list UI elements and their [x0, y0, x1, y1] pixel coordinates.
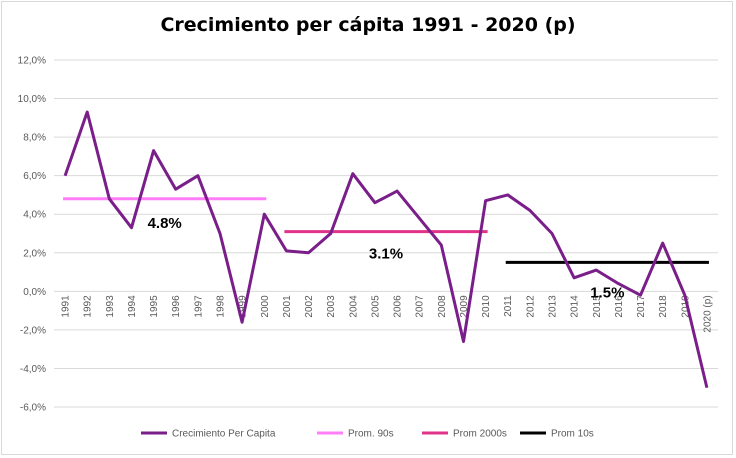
x-axis-ticks: 1991 1992 1993 1994 1995 1996 1997 1998 1999 2000… [61, 295, 714, 333]
y-tick-label: 4,0% [23, 210, 46, 221]
x-tick-label: 2013 [548, 295, 559, 318]
x-tick-label: 1999 [238, 295, 249, 318]
x-tick-label: 1997 [193, 295, 204, 318]
x-tick-label: 2008 [437, 295, 448, 318]
legend-label: Prom 10s [551, 429, 594, 440]
y-tick-label: 10,0% [18, 94, 46, 105]
x-tick-label: 1996 [171, 295, 182, 318]
y-tick-label: 6,0% [23, 171, 46, 182]
y-tick-label: -2,0% [20, 325, 46, 336]
x-tick-label: 1991 [61, 295, 72, 318]
y-tick-label: 0,0% [23, 287, 46, 298]
y-axis-ticks: -6,0% -4,0% -2,0% 0,0% 2,0% 4,0% 6,0% 8,0% 10,0%… [18, 56, 46, 414]
x-tick-label: 2018 [658, 295, 669, 318]
x-tick-label: 2020 (p) [702, 295, 713, 332]
x-tick-label: 2002 [304, 295, 315, 318]
x-tick-label: 1993 [105, 295, 116, 318]
x-tick-label: 2007 [415, 295, 426, 318]
average-label: 3.1% [369, 246, 403, 263]
gridlines [54, 59, 718, 408]
chart-title: Crecimiento per cápita 1991 - 2020 (p) [160, 14, 576, 36]
x-tick-label: 2016 [614, 295, 625, 318]
y-tick-label: 2,0% [23, 248, 46, 259]
x-tick-label: 1998 [216, 295, 227, 318]
x-tick-label: 2006 [393, 295, 404, 318]
legend-label: Crecimiento Per Capita [172, 429, 276, 440]
x-tick-label: 2003 [326, 295, 337, 318]
x-tick-label: 2001 [282, 295, 293, 318]
x-tick-label: 2004 [348, 295, 359, 318]
x-tick-label: 2000 [260, 295, 271, 318]
x-tick-label: 2015 [592, 295, 603, 318]
legend: Crecimiento Per Capita Prom. 90s Prom 2000… [141, 429, 594, 440]
x-tick-label: 2011 [503, 295, 514, 317]
y-tick-label: 8,0% [23, 133, 46, 144]
average-label: 4.8% [148, 215, 182, 232]
series-lines [63, 110, 709, 389]
x-tick-label: 1994 [127, 295, 138, 318]
x-tick-label: 2012 [525, 295, 536, 318]
y-tick-label: -6,0% [20, 403, 46, 414]
x-tick-label: 1992 [83, 295, 94, 318]
average-annotations: 4.8% 3.1% 1.5% [148, 215, 625, 302]
x-tick-label: 2019 [680, 295, 691, 318]
x-tick-label: 2017 [636, 295, 647, 318]
legend-label: Prom 2000s [453, 429, 507, 440]
legend-label: Prom. 90s [348, 429, 394, 440]
y-tick-label: -4,0% [20, 364, 46, 375]
y-tick-label: 12,0% [18, 56, 46, 67]
x-tick-label: 2005 [370, 295, 381, 318]
average-lines [63, 197, 709, 264]
series-line [63, 110, 709, 389]
x-tick-label: 1995 [149, 295, 160, 318]
average-label: 1.5% [590, 284, 624, 301]
x-tick-label: 2009 [459, 295, 470, 318]
x-tick-label: 2010 [481, 295, 492, 318]
x-tick-label: 2014 [570, 295, 581, 318]
